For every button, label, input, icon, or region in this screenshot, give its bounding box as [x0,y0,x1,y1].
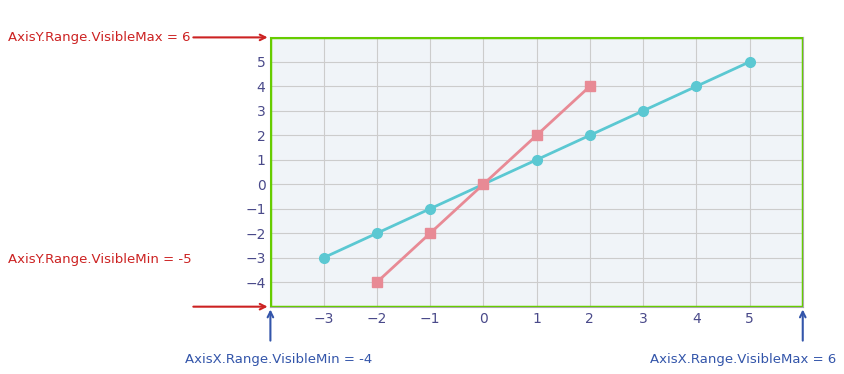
Text: AxisX.Range.VisibleMin = -4: AxisX.Range.VisibleMin = -4 [185,353,372,365]
Text: AxisX.Range.VisibleMax = 6: AxisX.Range.VisibleMax = 6 [650,353,836,365]
Text: AxisY.Range.VisibleMax = 6: AxisY.Range.VisibleMax = 6 [8,31,191,44]
Text: AxisY.Range.VisibleMin = -5: AxisY.Range.VisibleMin = -5 [8,254,192,266]
